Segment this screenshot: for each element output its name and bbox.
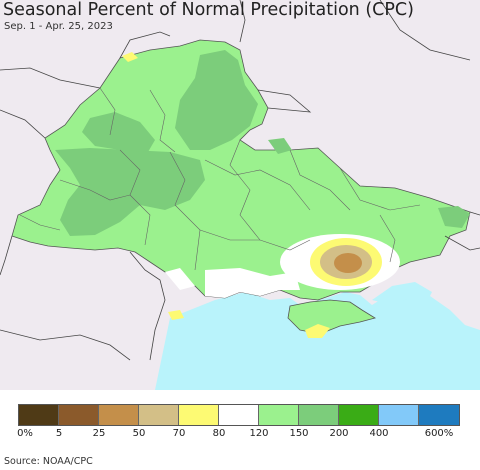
legend-tick-label: 5 [55,428,63,439]
crimea [287,299,377,335]
legend-swatch [99,405,139,425]
yellow-crimea [305,324,330,338]
color-legend [18,404,460,426]
legend-swatch [139,405,179,425]
map-title: Seasonal Percent of Normal Precipitation… [3,0,414,20]
oblast-borders [19,87,421,271]
legend-tick-label: 400 [369,428,389,439]
sea-of-azov [372,282,432,305]
legend-swatch [419,405,459,425]
green-mid-east [438,206,470,228]
green-mid-center [82,112,155,152]
white-coast [205,268,300,298]
legend-tick-label: 200 [329,428,349,439]
green-mid-west [55,148,205,236]
legend-swatch [259,405,299,425]
legend-swatch [59,405,99,425]
country-borders [0,0,480,361]
legend-tick-label: 25 [92,428,106,439]
white-west-strip [165,268,195,290]
green-mid-ne [268,138,292,154]
legend-swatch [339,405,379,425]
legend-swatch [379,405,419,425]
black-sea [155,290,480,390]
legend-tick-label: 150 [289,428,309,439]
brown-zone [334,253,362,273]
legend-tick-label: 70 [172,428,186,439]
legend-tick-label: 600% [424,428,454,439]
legend-swatch [219,405,259,425]
yellow-north [122,52,138,62]
legend-tick-label: 120 [249,428,269,439]
source-note: Source: NOAA/CPC [4,456,93,467]
legend-swatch [179,405,219,425]
legend-swatch [299,405,339,425]
legend-tick-label: 80 [212,428,226,439]
green-mid-north [175,50,258,150]
map-subtitle: Sep. 1 - Apr. 25, 2023 [4,21,113,32]
precipitation-map [0,0,480,390]
legend-tick-label: 50 [132,428,146,439]
yellow-odesa [168,310,184,320]
legend-swatch [19,405,59,425]
legend-tick-label: 0% [17,428,33,439]
